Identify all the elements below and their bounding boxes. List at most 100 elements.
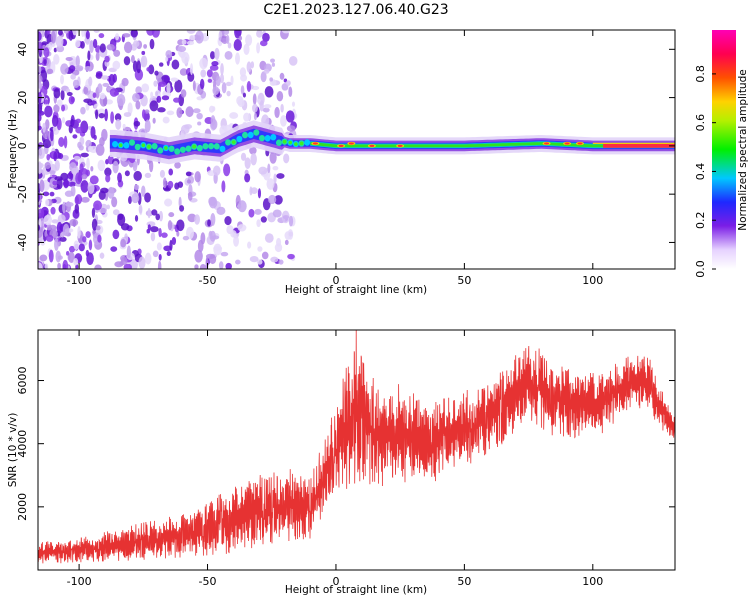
spectrogram-noise-blob [77, 225, 81, 239]
spectrogram-ridge-blob [264, 135, 271, 142]
spectrogram-noise-blob [144, 192, 151, 203]
spectrogram-y-tick-label: -40 [16, 233, 29, 251]
spectrogram-x-ticks: -100 -50 0 50 100 [67, 30, 603, 287]
spectrogram-noise-blob [200, 232, 206, 245]
spectrogram-noise-blob [43, 59, 47, 65]
spectrogram-noise-blob [152, 250, 159, 258]
spectrogram-ridge-blob [185, 145, 192, 152]
spectrogram-noise-blob [123, 56, 131, 66]
spectrogram-noise-blob [71, 30, 79, 36]
spectrogram-noise-blob [45, 119, 50, 130]
spectrogram-noise-blob [235, 259, 241, 265]
spectrogram-noise-blob [272, 209, 282, 218]
spectrogram-noise-blob [51, 114, 59, 127]
spectrogram-noise-blob [110, 111, 115, 124]
spectrogram-x-tick-label: 0 [332, 274, 339, 287]
spectrogram-noise-blob [63, 178, 69, 189]
spectrogram-noise-blob [209, 254, 217, 265]
spectrogram-noise-blob [99, 252, 105, 259]
spectrogram-noise-blob [256, 259, 263, 265]
spectrogram-noise-blob [164, 198, 173, 207]
spectrogram-noise-blob [156, 242, 162, 251]
spectrogram-noise-blob [148, 64, 155, 75]
spectrogram-noise-blob [267, 163, 271, 174]
spectrogram-noise-blob [70, 74, 76, 80]
spectrogram-noise-blob [65, 201, 74, 207]
spectrogram-x-tick-label: -50 [199, 274, 217, 287]
spectrogram-noise-blob [161, 95, 170, 101]
spectrogram-noise-blob [131, 55, 135, 64]
spectrogram-frame [37, 29, 676, 270]
colorbar: 0.0 0.2 0.4 0.6 0.8 Normalized spectral ampl… [694, 30, 749, 278]
spectrogram-noise-blob [98, 112, 105, 119]
spectrogram-noise-blob [250, 153, 257, 166]
spectrogram-noise-blob [186, 30, 196, 34]
spectrogram-noise-blob [65, 56, 73, 61]
spectrogram-noise-blob [215, 75, 221, 87]
spectrogram-y-axis-label: Frequency (Hz) [7, 109, 19, 188]
spectrogram-noise-blob [208, 196, 217, 207]
spectrogram-noise-blob [223, 30, 230, 36]
spectrogram-noise-blob [168, 212, 175, 218]
spectrogram-noise-blob [237, 224, 247, 232]
spectrogram-noise-blob [262, 107, 270, 113]
spectrogram-noise-blob [210, 115, 216, 126]
spectrogram-noise-blob [250, 61, 255, 69]
spectrogram-noise-blob [94, 264, 102, 269]
spectrogram-noise-blob [283, 153, 290, 164]
spectrogram-noise-blob [69, 65, 76, 72]
spectrogram-noise-blob [244, 157, 251, 169]
spectrogram-noise-blob [197, 121, 202, 126]
spectrogram-noise-blob [218, 261, 224, 269]
spectrogram-noise-blob [111, 196, 118, 208]
spectrogram-noise-blob [133, 170, 142, 181]
spectrogram-noise-blob [162, 116, 170, 124]
spectrogram-noise-blob [115, 118, 122, 130]
spectrogram-noise-blob [104, 108, 108, 122]
spectrogram-noise-blob [38, 74, 43, 84]
spectrogram-noise-blob [150, 91, 154, 98]
spectrogram-noise-blob [170, 77, 179, 82]
spectrogram-noise-blob [149, 100, 159, 112]
spectrogram-noise-blob [95, 71, 103, 77]
spectrogram-ridge-blob [247, 131, 254, 139]
spectrogram-noise-blob [45, 199, 50, 207]
spectrogram-noise-blob [107, 186, 115, 199]
spectrogram-noise-blob [85, 30, 90, 40]
spectrogram-noise-blob [211, 61, 219, 67]
spectrogram-noise-blob [281, 30, 291, 34]
spectrogram-ridge-peak [147, 144, 151, 149]
spectrogram-noise-blob [38, 192, 41, 203]
spectrogram-noise-blob [288, 215, 294, 227]
spectrogram-noise-blob [149, 38, 155, 50]
spectrogram-noise-blob [48, 249, 54, 263]
spectrogram-noise-blob [254, 208, 262, 215]
spectrogram-noise-blob [57, 255, 63, 260]
spectrogram-ridge-blob [208, 142, 215, 150]
snr-y-ticks: 2000 4000 6000 [16, 367, 675, 521]
spectrogram-noise-blob [53, 47, 57, 53]
spectrogram-noise-blob [256, 30, 263, 38]
spectrogram-noise-blob [286, 125, 296, 132]
snr-x-tick-label: -100 [67, 575, 92, 588]
spectrogram-noise-blob [281, 210, 290, 224]
spectrogram-noise-blob [56, 178, 63, 190]
spectrogram-noise-blob [79, 163, 84, 173]
spectrogram-noise-blob [97, 159, 106, 172]
spectrogram-noise-blob [181, 39, 187, 45]
spectrogram-noise-blob [285, 80, 291, 86]
spectrogram-noise-blob [144, 252, 152, 265]
spectrogram-noise-blob [291, 101, 296, 107]
spectrogram-noise-blob [288, 86, 293, 98]
spectrogram-noise-blob [138, 204, 143, 214]
spectrogram-noise-blob [59, 236, 67, 242]
spectrogram-peak-red [312, 142, 318, 145]
spectrogram-ridge-peak [288, 140, 293, 145]
spectrogram-noise-blob [247, 241, 252, 249]
spectrogram-noise-blob [262, 32, 270, 42]
spectrogram-noise-blob [117, 213, 126, 226]
spectrogram-noise-blob [194, 249, 203, 263]
spectrogram-noise-blob [51, 219, 59, 224]
spectrogram-noise-blob [159, 169, 165, 178]
spectrogram-ridge-blob [134, 143, 141, 151]
